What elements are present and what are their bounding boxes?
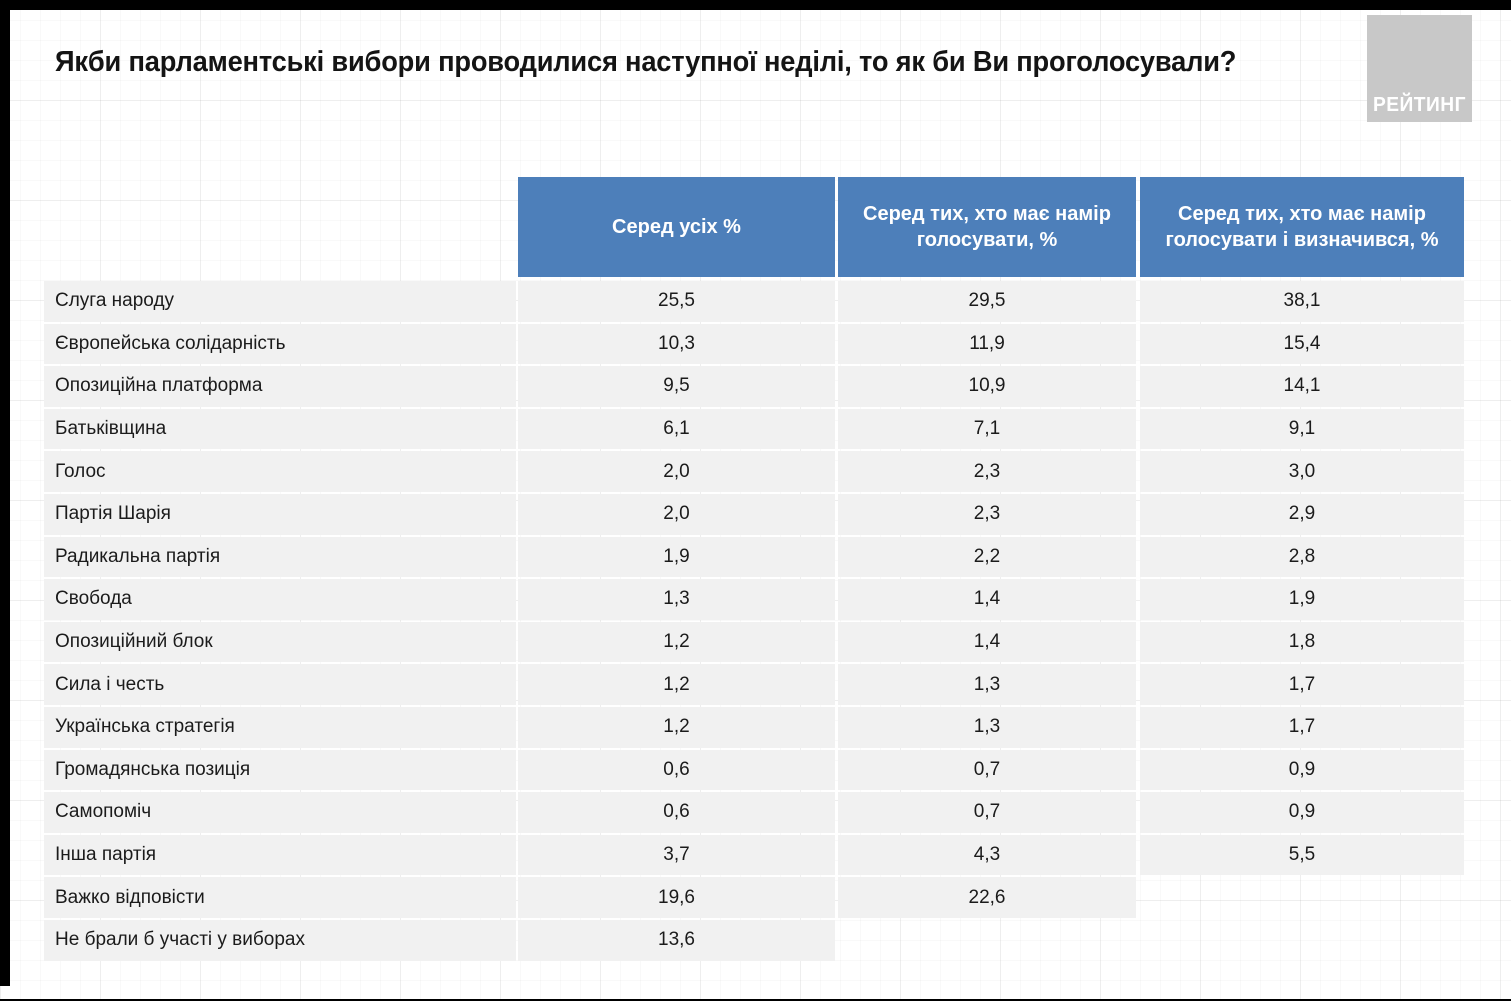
- value-cell: 2,0: [518, 451, 835, 492]
- party-label: Не брали б участі у виборах: [44, 919, 516, 961]
- table-row: Сила і честь 1,2 1,3 1,7: [44, 664, 1464, 705]
- party-label: Опозиційний блок: [44, 621, 516, 663]
- rating-group-logo: РЕЙТИНГ: [1367, 15, 1472, 122]
- table-row: Опозиційний блок 1,2 1,4 1,8: [44, 621, 1464, 663]
- screen-edge-left: [0, 0, 10, 986]
- empty-cell: [1140, 877, 1464, 918]
- party-label: Самопоміч: [44, 792, 516, 833]
- party-label: Радикальна партія: [44, 536, 516, 578]
- value-cell: 1,2: [518, 664, 835, 705]
- party-label: Слуга народу: [44, 281, 516, 322]
- value-cell: 13,6: [518, 919, 835, 961]
- table-row: Громадянська позиція 0,6 0,7 0,9: [44, 749, 1464, 791]
- value-cell: 1,7: [1140, 706, 1464, 748]
- value-cell: 5,5: [1140, 834, 1464, 876]
- table-row: Свобода 1,3 1,4 1,9: [44, 579, 1464, 620]
- value-cell: 1,3: [838, 706, 1136, 748]
- value-cell: 0,7: [838, 749, 1136, 791]
- value-cell: 1,4: [838, 579, 1136, 620]
- rating-logo-text: РЕЙТИНГ: [1372, 94, 1467, 116]
- value-cell: 0,9: [1140, 749, 1464, 791]
- column-header-intend-and-decided: Серед тих, хто має намір голосувати і ви…: [1140, 177, 1464, 277]
- party-label: Батьківщина: [44, 408, 516, 450]
- table-row: Інша партія 3,7 4,3 5,5: [44, 834, 1464, 876]
- party-label: Громадянська позиція: [44, 749, 516, 791]
- value-cell: 0,9: [1140, 792, 1464, 833]
- value-cell: 2,3: [838, 451, 1136, 492]
- value-cell: 19,6: [518, 877, 835, 918]
- table-row: Європейська солідарність 10,3 11,9 15,4: [44, 323, 1464, 365]
- empty-cell: [838, 920, 1136, 961]
- value-cell: 1,8: [1140, 621, 1464, 663]
- value-cell: 38,1: [1140, 281, 1464, 322]
- party-label: Опозиційна платформа: [44, 366, 516, 407]
- party-label: Важко відповісти: [44, 877, 516, 918]
- value-cell: 2,0: [518, 493, 835, 535]
- value-cell: 29,5: [838, 281, 1136, 322]
- column-header-intend-to-vote: Серед тих, хто має намір голосувати, %: [838, 177, 1136, 277]
- party-label: Голос: [44, 451, 516, 492]
- value-cell: 6,1: [518, 408, 835, 450]
- value-cell: 1,4: [838, 621, 1136, 663]
- empty-cell: [1140, 920, 1464, 961]
- party-label: Європейська солідарність: [44, 323, 516, 365]
- slide-title: Якби парламентські вибори проводилися на…: [55, 46, 1237, 78]
- party-label: Свобода: [44, 579, 516, 620]
- screen-edge-top: [0, 0, 1511, 10]
- value-cell: 9,1: [1140, 408, 1464, 450]
- poll-table-body: Слуга народу 25,5 29,5 38,1 Європейська солі…: [44, 281, 1464, 963]
- table-row: Українська стратегія 1,2 1,3 1,7: [44, 706, 1464, 748]
- table-row: Радикальна партія 1,9 2,2 2,8: [44, 536, 1464, 578]
- party-label: Партія Шарія: [44, 493, 516, 535]
- value-cell: 2,2: [838, 536, 1136, 578]
- table-row: Самопоміч 0,6 0,7 0,9: [44, 792, 1464, 833]
- column-header-among-all: Серед усіх %: [518, 177, 835, 277]
- value-cell: 9,5: [518, 366, 835, 407]
- value-cell: 2,9: [1140, 493, 1464, 535]
- value-cell: 1,9: [518, 536, 835, 578]
- party-label: Українська стратегія: [44, 706, 516, 748]
- value-cell: 10,3: [518, 323, 835, 365]
- value-cell: 1,2: [518, 706, 835, 748]
- value-cell: 1,3: [838, 664, 1136, 705]
- value-cell: 0,6: [518, 749, 835, 791]
- table-row: Опозиційна платформа 9,5 10,9 14,1: [44, 366, 1464, 407]
- party-label: Сила і честь: [44, 664, 516, 705]
- screen-edge-bottom: [0, 999, 1511, 1001]
- table-row: Слуга народу 25,5 29,5 38,1: [44, 281, 1464, 322]
- value-cell: 1,9: [1140, 579, 1464, 620]
- value-cell: 1,3: [518, 579, 835, 620]
- table-row: Партія Шарія 2,0 2,3 2,9: [44, 493, 1464, 535]
- value-cell: 3,0: [1140, 451, 1464, 492]
- value-cell: 0,7: [838, 792, 1136, 833]
- table-row: Не брали б участі у виборах 13,6: [44, 919, 1464, 961]
- value-cell: 0,6: [518, 792, 835, 833]
- value-cell: 15,4: [1140, 323, 1464, 365]
- value-cell: 7,1: [838, 408, 1136, 450]
- value-cell: 25,5: [518, 281, 835, 322]
- value-cell: 1,2: [518, 621, 835, 663]
- value-cell: 11,9: [838, 323, 1136, 365]
- table-row: Батьківщина 6,1 7,1 9,1: [44, 408, 1464, 450]
- value-cell: 2,3: [838, 493, 1136, 535]
- table-row: Голос 2,0 2,3 3,0: [44, 451, 1464, 492]
- value-cell: 10,9: [838, 366, 1136, 407]
- table-row: Важко відповісти 19,6 22,6: [44, 877, 1464, 918]
- value-cell: 3,7: [518, 834, 835, 876]
- value-cell: 1,7: [1140, 664, 1464, 705]
- value-cell: 4,3: [838, 834, 1136, 876]
- party-label: Інша партія: [44, 834, 516, 876]
- value-cell: 14,1: [1140, 366, 1464, 407]
- value-cell: 2,8: [1140, 536, 1464, 578]
- value-cell: 22,6: [838, 877, 1136, 918]
